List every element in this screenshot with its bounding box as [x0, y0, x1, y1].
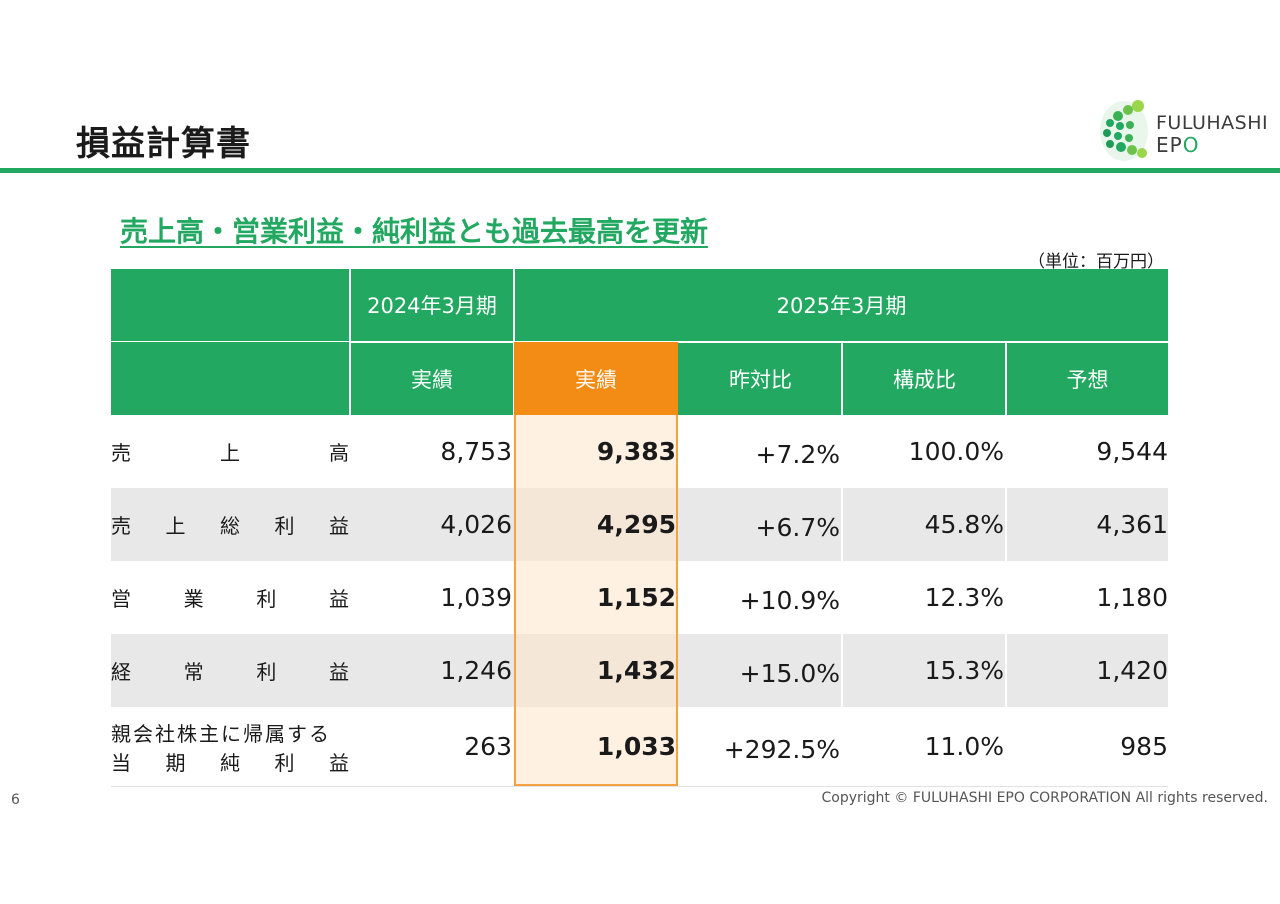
logo-line1: FULUHASHI [1156, 112, 1269, 134]
cell-curr-actual: 1,432 [596, 656, 676, 685]
row-label-char: 益 [329, 750, 349, 775]
row-label-char: 売 [111, 441, 131, 465]
page-title: 損益計算書 [76, 124, 251, 164]
row-vsep [1005, 488, 1007, 561]
cell-forecast: 1,180 [1096, 583, 1168, 612]
logo-line2-prefix: EP [1156, 133, 1183, 157]
row-label-char: 上 [165, 514, 186, 538]
table-row: 親会社株主に帰属する 当 期 純 利 益 [111, 707, 1168, 786]
row-label-char: 業 [183, 587, 204, 611]
cell-yoy: +6.7% [755, 513, 840, 542]
cell-prev-actual: 4,026 [440, 510, 512, 539]
row-label-char: 益 [328, 660, 349, 684]
cell-curr-actual: 4,295 [596, 510, 676, 539]
col-header-forecast: 予想 [1066, 367, 1109, 392]
header-vsep [1005, 342, 1007, 415]
row-label-char: 総 [220, 514, 240, 538]
row-label-char: 利 [274, 514, 295, 538]
period-prev-header: 2024年3月期 [367, 294, 497, 318]
col-header-composition: 構成比 [893, 367, 956, 392]
row-vsep [841, 488, 843, 561]
row-label-char: 純 [220, 750, 240, 775]
row-label-char: 上 [220, 441, 240, 465]
logo-line2-o: O [1182, 133, 1200, 157]
row-label-char: 利 [256, 660, 277, 684]
header-vsep [841, 342, 843, 415]
page-number: 6 [11, 792, 20, 808]
row-label-char: 営 [111, 587, 131, 611]
cell-prev-actual: 263 [464, 732, 512, 761]
cell-composition: 11.0% [924, 732, 1004, 761]
row-label-line1: 親会社株主に帰属する [111, 721, 331, 746]
cell-yoy: +292.5% [723, 735, 840, 764]
cell-composition: 100.0% [908, 437, 1004, 466]
row-label: 経 常 利 益 [111, 634, 349, 707]
header-divider [350, 341, 1168, 343]
row-label-char: 益 [328, 587, 349, 611]
cell-yoy: +10.9% [739, 586, 840, 615]
title-rule [0, 168, 1280, 173]
row-label-char: 当 [111, 750, 131, 775]
row-label: 営 業 利 益 [111, 561, 349, 634]
cell-composition: 15.3% [924, 656, 1004, 685]
header-vsep [349, 269, 351, 415]
row-vsep [1005, 634, 1007, 707]
cell-composition: 12.3% [924, 583, 1004, 612]
cell-prev-actual: 8,753 [440, 437, 512, 466]
cell-yoy: +15.0% [739, 659, 840, 688]
row-label-char: 利 [274, 750, 295, 775]
row-label-char: 利 [256, 587, 277, 611]
col-header-curr-actual: 実績 [575, 367, 617, 392]
col-header-prev-actual: 実績 [411, 367, 453, 392]
row-vsep [841, 634, 843, 707]
row-label: 親会社株主に帰属する 当 期 純 利 益 [111, 707, 349, 786]
copyright: Copyright © FULUHASHI EPO CORPORATION Al… [821, 790, 1268, 806]
row-label-char: 益 [329, 514, 349, 538]
logo-mark-icon [1100, 100, 1148, 161]
cell-prev-actual: 1,246 [440, 656, 512, 685]
row-label: 売 上 総 利 益 [111, 488, 349, 561]
row-label-char: 期 [165, 750, 186, 775]
cell-composition: 45.8% [924, 510, 1004, 539]
row-label-char: 高 [329, 441, 349, 465]
company-logo: FULUHASHI EPO [1098, 98, 1268, 164]
row-label: 売 上 高 [111, 415, 349, 488]
table-row: 営 業 利 益 [111, 561, 1168, 634]
cell-forecast: 9,544 [1096, 437, 1168, 466]
header-row-periods: 2024年3月期 2025年3月期 [111, 269, 1168, 341]
table-row: 売 上 高 [111, 415, 1168, 488]
current-actual-header-bg [514, 342, 678, 415]
current-actual-highlight [514, 415, 678, 786]
cell-curr-actual: 1,033 [596, 732, 676, 761]
table-bottom-rule [111, 786, 1168, 787]
cell-yoy: +7.2% [755, 440, 840, 469]
headline: 売上高・営業利益・純利益とも過去最高を更新 [120, 215, 709, 248]
row-label-char: 売 [111, 514, 131, 538]
cell-forecast: 985 [1120, 732, 1168, 761]
cell-prev-actual: 1,039 [440, 583, 512, 612]
cell-forecast: 1,420 [1096, 656, 1168, 685]
col-header-yoy: 昨対比 [729, 367, 792, 392]
cell-curr-actual: 9,383 [596, 437, 676, 466]
cell-forecast: 4,361 [1096, 510, 1168, 539]
row-label-char: 常 [183, 660, 204, 684]
period-curr-header: 2025年3月期 [776, 294, 907, 318]
unit-note: （単位：百万円） [1028, 252, 1164, 272]
row-label-char: 経 [111, 660, 131, 684]
cell-curr-actual: 1,152 [596, 583, 676, 612]
